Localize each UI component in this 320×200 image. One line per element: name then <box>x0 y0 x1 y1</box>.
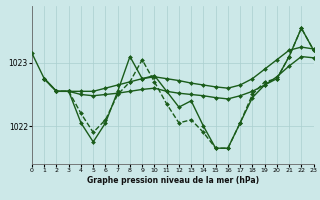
X-axis label: Graphe pression niveau de la mer (hPa): Graphe pression niveau de la mer (hPa) <box>87 176 259 185</box>
